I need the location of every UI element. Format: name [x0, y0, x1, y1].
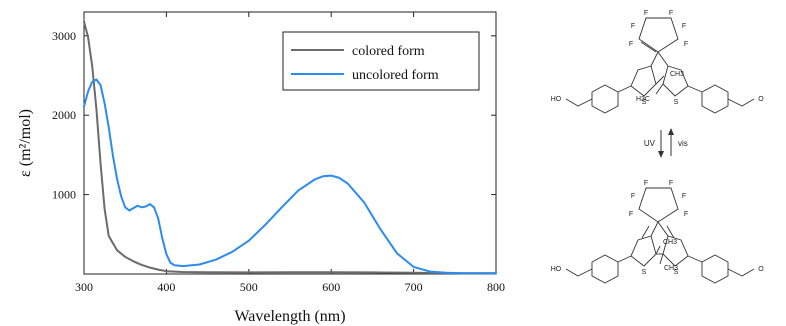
y-axis-label: ε (m²/mol) — [17, 109, 34, 177]
series-line-uncolored-form — [83, 78, 497, 275]
thiophene-left-bottom — [630, 235, 657, 267]
atom-label: O — [758, 266, 764, 273]
molecule-closed-form — [565, 187, 755, 284]
atom-label: F — [682, 193, 686, 200]
absorption-chart: 300 400 500 600 700 800 1000 2000 3000 Waveleng… — [17, 11, 505, 325]
legend-label-colored-form: colored form — [352, 44, 425, 59]
atom-label: F — [631, 193, 635, 200]
x-tick-label: 300 — [75, 280, 93, 294]
legend-label-uncolored-form: uncolored form — [352, 68, 439, 83]
phenyl-right-bottom — [701, 254, 729, 284]
atom-label: F — [644, 10, 648, 17]
photoswitch-scheme: F F F F F F HO O S S CH3 H3C UV vis — [551, 10, 765, 284]
molecule-closed-form-labels: F F F F F F HO O S S CH3 CH3 — [551, 180, 765, 276]
thiophene-right-bottom — [662, 235, 689, 267]
vis-label: vis — [678, 139, 688, 148]
atom-label: S — [642, 269, 647, 276]
atom-label: F — [631, 23, 635, 30]
atom-label: F — [682, 23, 686, 30]
cyclopentene-ring-top — [638, 17, 679, 53]
atom-label: F — [669, 10, 673, 17]
double-bond-top — [640, 41, 657, 53]
phenyl-right-top — [701, 84, 729, 114]
y-tick-label: 2000 — [52, 108, 76, 122]
atom-label: F — [629, 41, 633, 48]
atom-label: CH3 — [670, 71, 684, 78]
molecule-open-form — [565, 17, 755, 114]
x-tick-label: 700 — [405, 280, 423, 294]
photoswitch-arrows — [658, 128, 674, 158]
atom-label: F — [684, 211, 688, 218]
molecule-open-form-labels: F F F F F F HO O S S CH3 H3C — [551, 10, 765, 106]
uv-label: UV — [644, 139, 656, 148]
x-tick-label: 800 — [487, 280, 505, 294]
thiophene-right-top — [662, 65, 689, 97]
x-tick-label: 600 — [322, 280, 340, 294]
atom-label: HO — [551, 266, 562, 273]
legend: colored form uncolored form — [282, 31, 480, 91]
y-axis-ticks: 1000 2000 3000 — [52, 29, 496, 202]
atom-label: F — [644, 180, 648, 187]
x-tick-label: 400 — [157, 280, 175, 294]
atom-label: S — [642, 99, 647, 106]
atom-label: HO — [551, 96, 562, 103]
atom-label: F — [629, 211, 633, 218]
phenyl-left-bottom — [591, 254, 619, 284]
atom-label: CH3 — [663, 239, 677, 246]
atom-label: S — [674, 99, 679, 106]
atom-label: O — [758, 96, 764, 103]
series-layer — [83, 20, 497, 275]
atom-label: H3C — [636, 96, 650, 103]
x-axis-label: Wavelength (nm) — [234, 308, 345, 325]
y-tick-label: 3000 — [52, 29, 76, 43]
atom-label: S — [674, 269, 679, 276]
atom-label: CH3 — [664, 265, 678, 272]
legend-box — [282, 31, 480, 91]
cyclopentene-ring-bottom — [638, 187, 679, 223]
series-line-colored-form — [83, 20, 497, 275]
atom-label: F — [669, 180, 673, 187]
thiophene-left-top — [630, 65, 657, 97]
atom-label: F — [684, 41, 688, 48]
y-tick-label: 1000 — [52, 188, 76, 202]
x-tick-label: 500 — [240, 280, 258, 294]
phenyl-left-top — [591, 84, 619, 114]
